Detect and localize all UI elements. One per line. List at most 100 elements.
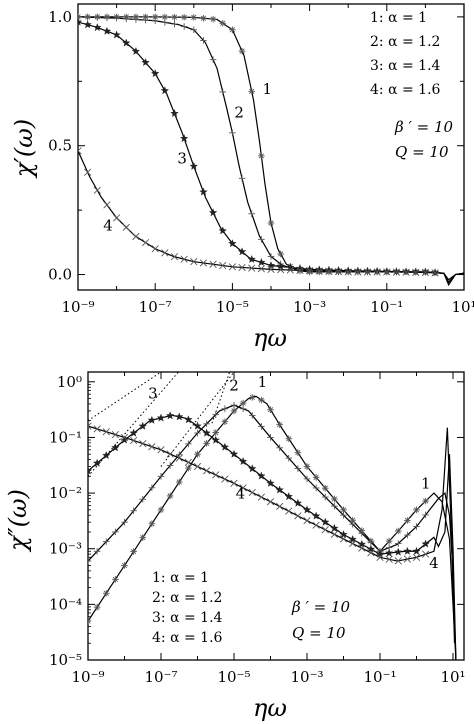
bottom-legend-entry: 2: α = 1.2 — [152, 590, 222, 606]
data-point — [218, 226, 228, 235]
data-point — [384, 548, 394, 557]
data-point — [88, 422, 92, 430]
data-point — [220, 442, 230, 451]
data-point — [101, 450, 111, 460]
data-point — [221, 418, 229, 426]
data-point — [88, 617, 92, 625]
data-point — [180, 23, 188, 30]
data-point — [103, 14, 111, 22]
data-point — [102, 538, 110, 545]
data-point — [412, 546, 421, 555]
data-point — [373, 268, 381, 276]
data-point — [348, 534, 357, 544]
top-plot-area — [78, 13, 464, 287]
data-point — [130, 548, 137, 555]
data-point — [161, 19, 169, 26]
data-point — [219, 261, 227, 270]
top-y-tick-label: 1.0 — [48, 8, 72, 26]
data-point — [248, 488, 256, 497]
top-x-axis-label: ηω — [253, 324, 287, 352]
data-point — [165, 411, 175, 420]
data-point — [209, 260, 217, 268]
data-point — [330, 523, 339, 532]
top-legend-entry: 3: α = 1.4 — [370, 58, 441, 74]
data-point — [340, 511, 347, 519]
top-annotation-beta: β ′ = 10 — [394, 118, 453, 136]
data-point — [175, 454, 183, 462]
data-point — [248, 264, 256, 272]
data-point — [431, 269, 439, 277]
data-point — [275, 485, 284, 494]
top-legend: 1: α = 1 2: α = 1.2 3: α = 1.4 4: α = 1.… — [370, 10, 441, 98]
data-point — [285, 507, 293, 515]
data-point — [331, 495, 338, 503]
data-point — [303, 516, 311, 525]
data-point — [404, 517, 411, 524]
data-point — [171, 13, 178, 21]
top-curve-label: 3 — [177, 150, 187, 168]
data-point — [203, 420, 210, 428]
data-point — [175, 451, 183, 458]
data-point — [170, 109, 179, 118]
data-point — [175, 478, 183, 486]
data-point — [402, 268, 410, 276]
data-point — [247, 254, 256, 263]
data-point — [285, 435, 293, 443]
data-point — [294, 449, 302, 456]
data-point — [358, 544, 366, 552]
data-point — [277, 266, 285, 274]
top-y-tick-labels: 0.0 0.5 1.0 — [48, 8, 72, 284]
data-point — [294, 512, 302, 520]
data-point — [166, 492, 174, 500]
data-point — [194, 429, 201, 437]
data-point — [339, 535, 348, 543]
data-point — [267, 406, 274, 414]
data-point — [238, 263, 246, 272]
data-point — [238, 175, 246, 182]
top-series-3-markers — [78, 17, 440, 277]
data-point — [392, 268, 401, 276]
data-point — [113, 14, 120, 22]
top-x-tick-label: 10⁻⁷ — [139, 298, 172, 316]
data-point — [267, 434, 274, 441]
data-point — [403, 555, 412, 563]
bottom-y-tick-label: 10⁻³ — [49, 540, 82, 558]
data-point — [266, 261, 276, 270]
data-point — [141, 238, 150, 247]
top-x-tick-label: 10⁻⁵ — [216, 298, 249, 316]
data-point — [193, 421, 202, 430]
data-point — [303, 463, 311, 470]
bottom-series-1-markers — [88, 394, 429, 625]
data-point — [257, 493, 265, 501]
top-curve-labels: 12 3 4 — [103, 80, 272, 235]
data-point — [209, 56, 217, 63]
data-point — [78, 17, 83, 26]
data-point — [221, 475, 229, 483]
data-point — [121, 562, 128, 569]
data-point — [103, 201, 111, 209]
data-point — [412, 553, 421, 561]
data-point — [321, 493, 329, 501]
data-point — [93, 603, 101, 611]
data-point — [357, 539, 367, 548]
top-y-tick-label: 0.0 — [48, 266, 72, 284]
top-series — [78, 13, 464, 287]
data-point — [203, 467, 211, 475]
data-point — [139, 534, 147, 541]
data-point — [130, 507, 137, 515]
data-point — [363, 266, 372, 275]
top-legend-entry: 2: α = 1.2 — [370, 34, 440, 50]
bottom-annotation-q: Q = 10 — [292, 624, 346, 642]
data-point — [209, 15, 217, 23]
data-point — [102, 26, 112, 35]
data-point — [394, 557, 402, 565]
data-point — [148, 520, 156, 528]
data-point — [129, 428, 138, 437]
data-point — [112, 30, 121, 39]
data-point — [331, 502, 338, 510]
data-point — [203, 440, 210, 447]
data-point — [286, 262, 295, 272]
data-point — [349, 516, 356, 524]
data-point — [382, 266, 392, 276]
